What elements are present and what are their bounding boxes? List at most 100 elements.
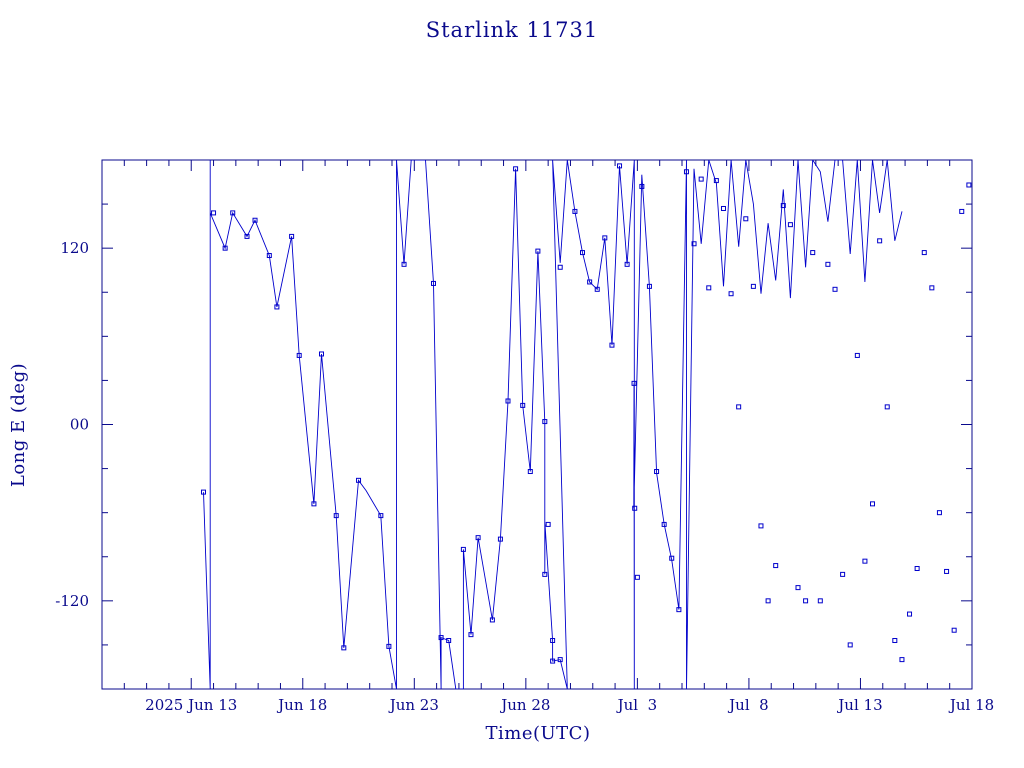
data-point <box>438 635 444 641</box>
data-point <box>974 231 978 235</box>
x-tick-label: Jul 18 <box>948 696 994 714</box>
data-point <box>535 248 541 254</box>
data-point <box>520 402 526 408</box>
data-point <box>854 352 860 358</box>
data-point <box>542 571 548 577</box>
series-line <box>203 160 903 689</box>
data-point <box>810 250 816 256</box>
data-point <box>489 617 495 623</box>
data-point <box>609 342 615 348</box>
data-point <box>787 222 793 228</box>
data-point <box>661 521 667 527</box>
x-axis-label: Time(UTC) <box>486 723 591 744</box>
data-point <box>921 250 927 256</box>
data-point <box>631 380 637 386</box>
data-point <box>862 558 868 564</box>
data-point <box>736 404 742 410</box>
x-tick-label: Jul 8 <box>727 696 769 714</box>
data-point <box>907 611 913 617</box>
data-point <box>505 398 511 404</box>
data-point <box>266 253 272 259</box>
data-point <box>289 233 295 239</box>
data-point <box>274 304 280 310</box>
data-point <box>936 510 942 516</box>
data-point <box>557 657 563 663</box>
data-point <box>840 571 846 577</box>
y-tick-label: -120 <box>55 592 89 610</box>
data-point <box>914 566 920 572</box>
data-point <box>944 568 950 574</box>
data-point <box>230 210 236 216</box>
data-point <box>750 283 756 289</box>
y-axis-label: Long E (deg) <box>8 363 29 487</box>
x-tick-label: Jul 13 <box>836 696 882 714</box>
data-point <box>550 638 556 644</box>
data-point <box>460 546 466 552</box>
data-point <box>244 233 250 239</box>
data-point <box>698 176 704 182</box>
series-layer <box>203 160 903 689</box>
x-tick-label: Jun 18 <box>276 696 327 714</box>
data-point <box>720 205 726 211</box>
data-point <box>430 280 436 286</box>
data-point <box>497 536 503 542</box>
data-point <box>580 250 586 256</box>
data-point <box>222 245 228 251</box>
chart-title: Starlink 11731 <box>426 18 599 42</box>
data-point <box>542 419 548 425</box>
data-point <box>951 627 957 633</box>
data-point <box>646 283 652 289</box>
data-point <box>617 163 623 169</box>
data-point <box>743 216 749 222</box>
data-point <box>780 203 786 209</box>
data-point <box>803 598 809 604</box>
data-point <box>572 208 578 214</box>
data-point <box>386 643 392 649</box>
data-point <box>594 286 600 292</box>
data-point <box>832 286 838 292</box>
data-point <box>847 642 853 648</box>
data-point <box>468 632 474 638</box>
x-tick-label: Jul 3 <box>616 696 658 714</box>
data-point <box>892 638 898 644</box>
data-point <box>639 183 645 189</box>
axis-ticks <box>101 159 973 690</box>
data-point <box>550 658 556 664</box>
data-point <box>557 264 563 270</box>
data-point <box>728 291 734 297</box>
x-tick-label: Jun 23 <box>388 696 439 714</box>
data-point <box>825 261 831 267</box>
data-point <box>683 169 689 175</box>
data-point <box>634 574 640 580</box>
data-point <box>713 178 719 184</box>
data-point <box>296 352 302 358</box>
data-point <box>602 235 608 241</box>
plot-border <box>101 159 973 690</box>
data-point <box>966 182 972 188</box>
marker-layer <box>201 163 978 664</box>
x-tick-label: Jun 28 <box>499 696 550 714</box>
data-point <box>201 489 206 495</box>
data-point <box>765 598 771 604</box>
data-point <box>706 285 712 291</box>
data-point <box>691 241 697 247</box>
data-point <box>545 521 551 527</box>
data-point <box>211 210 217 216</box>
data-point <box>624 261 630 267</box>
data-point <box>959 208 965 214</box>
data-point <box>587 279 593 285</box>
data-point <box>446 638 452 644</box>
data-point <box>513 166 519 172</box>
data-point <box>401 261 407 267</box>
data-point <box>929 285 935 291</box>
y-tick-label: 120 <box>60 239 89 257</box>
data-point <box>795 585 801 591</box>
data-point <box>319 351 325 357</box>
y-tick-label: 00 <box>70 416 89 434</box>
data-point <box>817 598 823 604</box>
data-point <box>378 513 384 519</box>
tick-labels: 2025 Jun 13 Jun 18 Jun 23 Jun 28 Jul 3 Jul 8 J… <box>55 239 994 714</box>
data-point <box>356 477 362 483</box>
data-point <box>527 469 533 475</box>
